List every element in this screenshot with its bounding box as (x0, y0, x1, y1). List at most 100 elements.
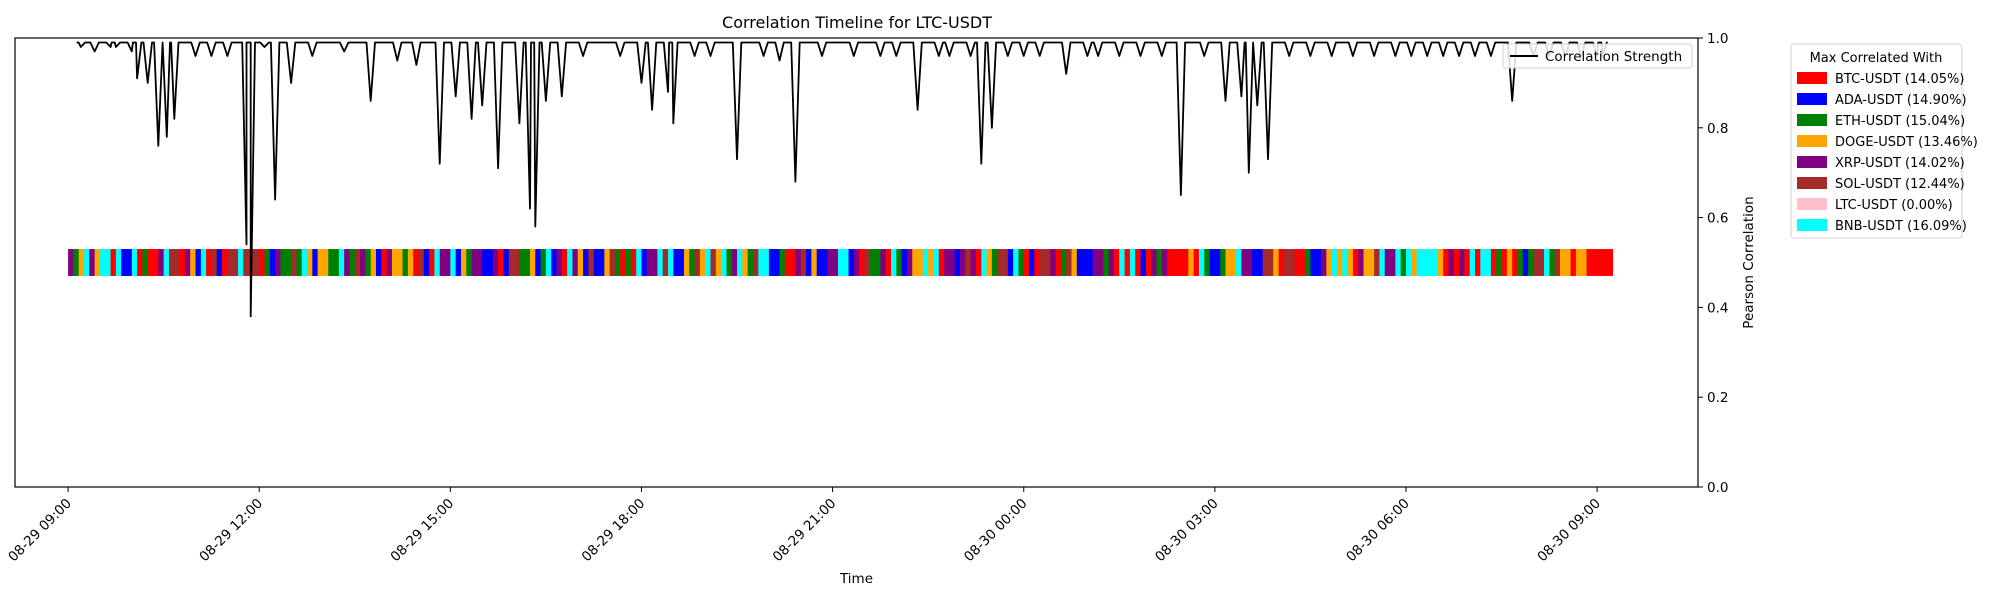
strip-segment (997, 249, 1003, 276)
strip-segment (545, 249, 552, 276)
strip-segment (986, 249, 993, 276)
strip-segment (694, 249, 701, 276)
strip-segment (1469, 249, 1476, 276)
legend-label-sol-usdt: SOL-USDT (12.44%) (1835, 177, 1965, 192)
strip-segment (843, 249, 849, 276)
strip-segment (673, 249, 680, 276)
strip-segment (933, 249, 940, 276)
strip-segment (482, 249, 488, 276)
strip-segment (742, 249, 749, 276)
strip-segment (1140, 249, 1147, 276)
strip-segment (1198, 249, 1205, 276)
strip-segment (105, 249, 111, 276)
strip-segment (752, 249, 759, 276)
strip-segment (620, 249, 626, 276)
strip-segment (875, 249, 881, 276)
category-legend-title: Max Correlated With (1810, 51, 1943, 66)
strip-segment (747, 249, 754, 276)
strip-segment (1066, 249, 1072, 276)
strip-segment (455, 249, 462, 276)
strip-segment (423, 249, 430, 276)
strip-segment (1278, 249, 1285, 276)
strip-segment (222, 249, 228, 276)
strip-segment (1336, 249, 1343, 276)
strip-segment (1029, 249, 1035, 276)
strip-segment (917, 249, 924, 276)
strip-segment (678, 249, 685, 276)
strip-segment (853, 249, 860, 276)
strip-segment (646, 249, 653, 276)
strip-segment (142, 249, 149, 276)
strip-segment (599, 249, 605, 276)
strip-segment (1347, 249, 1354, 276)
strip-segment (630, 249, 637, 276)
strip-segment (1496, 249, 1502, 276)
strip-segment (94, 249, 101, 276)
strip-segment (206, 249, 212, 276)
strip-segment (991, 249, 998, 276)
strip-segment (1161, 249, 1168, 276)
strip-segment (1544, 249, 1550, 276)
strip-segment (397, 249, 403, 276)
strip-segment (556, 249, 563, 276)
strip-segment (1352, 249, 1359, 276)
strip-segment (949, 249, 956, 276)
strip-segment (307, 249, 313, 276)
strip-segment (652, 249, 658, 276)
strip-segment (381, 249, 388, 276)
strip-segment (158, 249, 165, 276)
strip-segment (1050, 249, 1056, 276)
strip-segment (715, 249, 722, 276)
strip-segment (806, 249, 812, 276)
strip-segment (960, 249, 966, 276)
strip-segment (938, 249, 945, 276)
strip-segment (503, 249, 510, 276)
category-legend-frame (1790, 43, 1963, 239)
strip-segment (1092, 249, 1099, 276)
correlation-strength-line (76, 41, 1608, 318)
strip-segment (641, 249, 648, 276)
strip-segment (153, 249, 159, 276)
strip-segment (195, 249, 202, 276)
strip-segment (1108, 249, 1115, 276)
strip-segment (1087, 249, 1094, 276)
strip-segment (1018, 249, 1025, 276)
strip-segment (540, 249, 547, 276)
strip-segment (683, 249, 690, 276)
strip-segment (253, 249, 260, 276)
strip-segment (275, 249, 281, 276)
strip-segment (1156, 249, 1163, 276)
strip-segment (731, 249, 738, 276)
strip-segment (1453, 249, 1460, 276)
strip-segment (360, 249, 366, 276)
strip-segment (604, 249, 611, 276)
strip-segment (296, 249, 303, 276)
strip-segment (636, 249, 642, 276)
strip-segment (981, 249, 987, 276)
strip-segment (407, 249, 414, 276)
strip-segment (237, 249, 244, 276)
strip-segment (121, 249, 127, 276)
legend-swatch-sol-usdt (1797, 177, 1827, 189)
strip-segment (1044, 249, 1051, 276)
strip-segment (535, 249, 542, 276)
strip-segment (333, 249, 340, 276)
strip-segment (1501, 249, 1508, 276)
strip-segment (1464, 249, 1471, 276)
strip-segment (1581, 249, 1587, 276)
strip-segment (1485, 249, 1492, 276)
strip-segment (1379, 249, 1386, 276)
strip-segment (901, 249, 908, 276)
strip-segment (243, 249, 250, 276)
strip-segment (519, 249, 526, 276)
strip-segment (84, 249, 90, 276)
legend-label-xrp-usdt: XRP-USDT (14.02%) (1835, 156, 1965, 171)
strip-segment (827, 249, 834, 276)
y-tick-label: 1.0 (1707, 31, 1728, 47)
strip-segment (1358, 249, 1364, 276)
y-axis: 0.0 0.2 0.4 0.6 0.8 1.0 (1698, 31, 1728, 496)
strip-segment (99, 249, 106, 276)
strip-segment (1034, 249, 1041, 276)
strip-segment (524, 249, 531, 276)
strip-segment (1236, 249, 1242, 276)
